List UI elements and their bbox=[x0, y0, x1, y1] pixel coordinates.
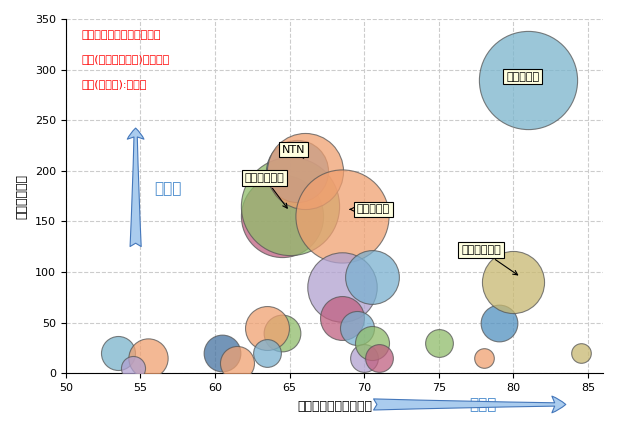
Text: 個別力: 個別力 bbox=[470, 397, 497, 412]
Point bbox=[366, 274, 376, 281]
Point bbox=[143, 355, 153, 362]
X-axis label: パテントスコア最高値: パテントスコア最高値 bbox=[297, 400, 372, 413]
Point bbox=[352, 324, 362, 331]
Point bbox=[434, 339, 444, 346]
Point bbox=[479, 355, 489, 362]
Point bbox=[337, 314, 347, 321]
Point bbox=[523, 76, 533, 83]
Point bbox=[128, 365, 138, 372]
Point bbox=[277, 330, 287, 336]
Text: NTN: NTN bbox=[282, 145, 306, 158]
Point bbox=[262, 350, 272, 357]
Text: 縦軸(権利者スコア)：総合力: 縦軸(権利者スコア)：総合力 bbox=[82, 54, 170, 65]
Text: 住友電気工業: 住友電気工業 bbox=[461, 245, 518, 275]
Point bbox=[218, 350, 227, 357]
Text: 総合力: 総合力 bbox=[154, 181, 182, 196]
Point bbox=[292, 167, 302, 174]
Point bbox=[300, 167, 310, 174]
Point bbox=[337, 213, 347, 220]
Point bbox=[337, 284, 347, 291]
Point bbox=[366, 339, 376, 346]
Point bbox=[113, 350, 123, 357]
Text: 日産自動車: 日産自動車 bbox=[506, 72, 539, 82]
Point bbox=[494, 319, 504, 326]
Point bbox=[375, 355, 384, 362]
Y-axis label: 権利者スコア: 権利者スコア bbox=[15, 174, 28, 219]
Text: 神戸製鉱所: 神戸製鉱所 bbox=[350, 204, 390, 214]
Point bbox=[262, 324, 272, 331]
Point bbox=[285, 203, 295, 210]
Point bbox=[277, 213, 287, 220]
Point bbox=[509, 279, 519, 285]
Text: ジェイテクト: ジェイテクト bbox=[245, 173, 287, 208]
Point bbox=[359, 355, 369, 362]
FancyArrowPatch shape bbox=[127, 128, 144, 247]
Text: 円の大きさ：有効特許件数: 円の大きさ：有効特許件数 bbox=[82, 30, 161, 40]
Point bbox=[232, 360, 242, 367]
Point bbox=[576, 350, 586, 357]
Text: 横軸(最高値):個別力: 横軸(最高値):個別力 bbox=[82, 79, 147, 89]
